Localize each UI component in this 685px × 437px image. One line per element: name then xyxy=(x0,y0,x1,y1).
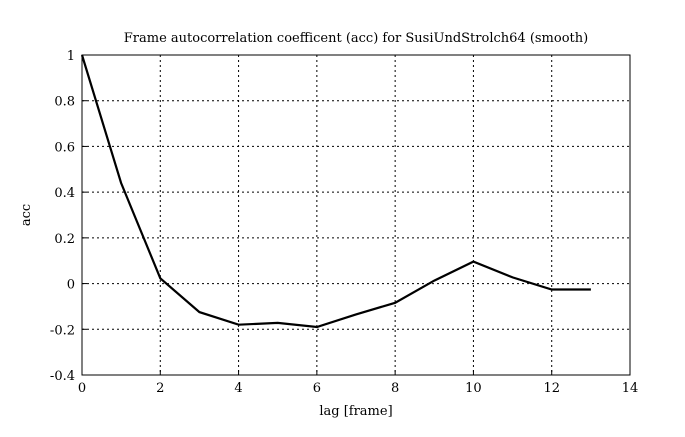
grid xyxy=(82,55,630,375)
y-tick-label: 0.8 xyxy=(54,95,75,110)
x-tick-label: 10 xyxy=(465,381,482,396)
y-tick-label: 1 xyxy=(67,49,75,64)
plot-frame xyxy=(82,55,630,375)
x-tick-label: 12 xyxy=(543,381,560,396)
chart-title: Frame autocorrelation coefficent (acc) f… xyxy=(124,31,588,46)
x-tick-label: 2 xyxy=(156,381,164,396)
y-tick-label: 0.4 xyxy=(54,186,75,201)
x-axis-label: lag [frame] xyxy=(319,404,392,419)
y-tick-label: 0 xyxy=(67,278,75,293)
x-tick-label: 8 xyxy=(391,381,399,396)
y-tick-label: -0.2 xyxy=(50,323,75,338)
series-line-acc xyxy=(82,55,591,327)
y-tick-label: 0.6 xyxy=(54,140,75,155)
y-tick-label: -0.4 xyxy=(50,369,75,384)
x-tick-label: 4 xyxy=(234,381,242,396)
x-tick-label: 0 xyxy=(78,381,86,396)
x-tick-label: 14 xyxy=(622,381,639,396)
y-tick-label: 0.2 xyxy=(54,232,75,247)
y-axis-label: acc xyxy=(19,204,34,226)
x-tick-label: 6 xyxy=(313,381,321,396)
